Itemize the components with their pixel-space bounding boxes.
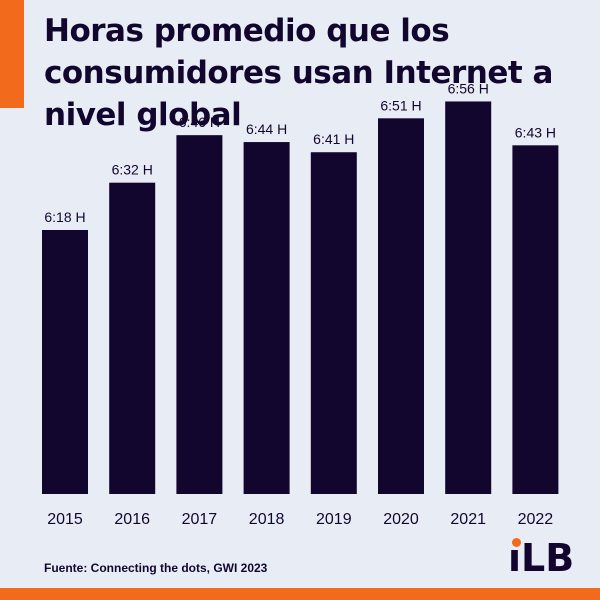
bar-2022 (512, 145, 559, 494)
source-note: Fuente: Connecting the dots, GWI 2023 (44, 561, 268, 575)
x-tick-label-2020: 2020 (383, 511, 419, 528)
data-label-2016: 6:32 H (112, 162, 153, 178)
x-tick-label-2016: 2016 (114, 511, 150, 528)
data-label-2017: 6:46 H (179, 114, 220, 130)
x-tick-label-2019: 2019 (316, 511, 352, 528)
data-label-2020: 6:51 H (380, 97, 421, 113)
logo-lb-letters: LB (521, 536, 575, 580)
data-label-2021: 6:56 H (448, 80, 489, 96)
x-tick-label-2015: 2015 (47, 511, 83, 528)
left-accent-bar (0, 0, 24, 108)
bar-2020 (378, 118, 424, 495)
bar-2015 (42, 230, 88, 494)
bar-2017 (176, 135, 223, 494)
data-label-2022: 6:43 H (515, 124, 556, 140)
data-label-2019: 6:41 H (313, 131, 354, 147)
chart-title: Horas promedio que los consumidores usan… (44, 13, 553, 133)
data-label-2018: 6:44 H (246, 121, 287, 137)
bottom-accent-bar (0, 588, 600, 600)
bar-2016 (109, 182, 156, 494)
ilb-logo: ı LB (508, 528, 574, 578)
logo-i-letter: ı (508, 536, 522, 580)
x-tick-label-2022: 2022 (518, 511, 554, 528)
bar-2018 (243, 142, 290, 494)
x-tick-label-2017: 2017 (182, 511, 218, 528)
data-label-2015: 6:18 H (44, 209, 85, 225)
x-tick-label-2018: 2018 (249, 511, 285, 528)
x-tick-label-2021: 2021 (450, 511, 486, 528)
logo-orange-dot (512, 538, 521, 547)
bar-2021 (445, 101, 492, 495)
bar-2019 (310, 152, 357, 494)
